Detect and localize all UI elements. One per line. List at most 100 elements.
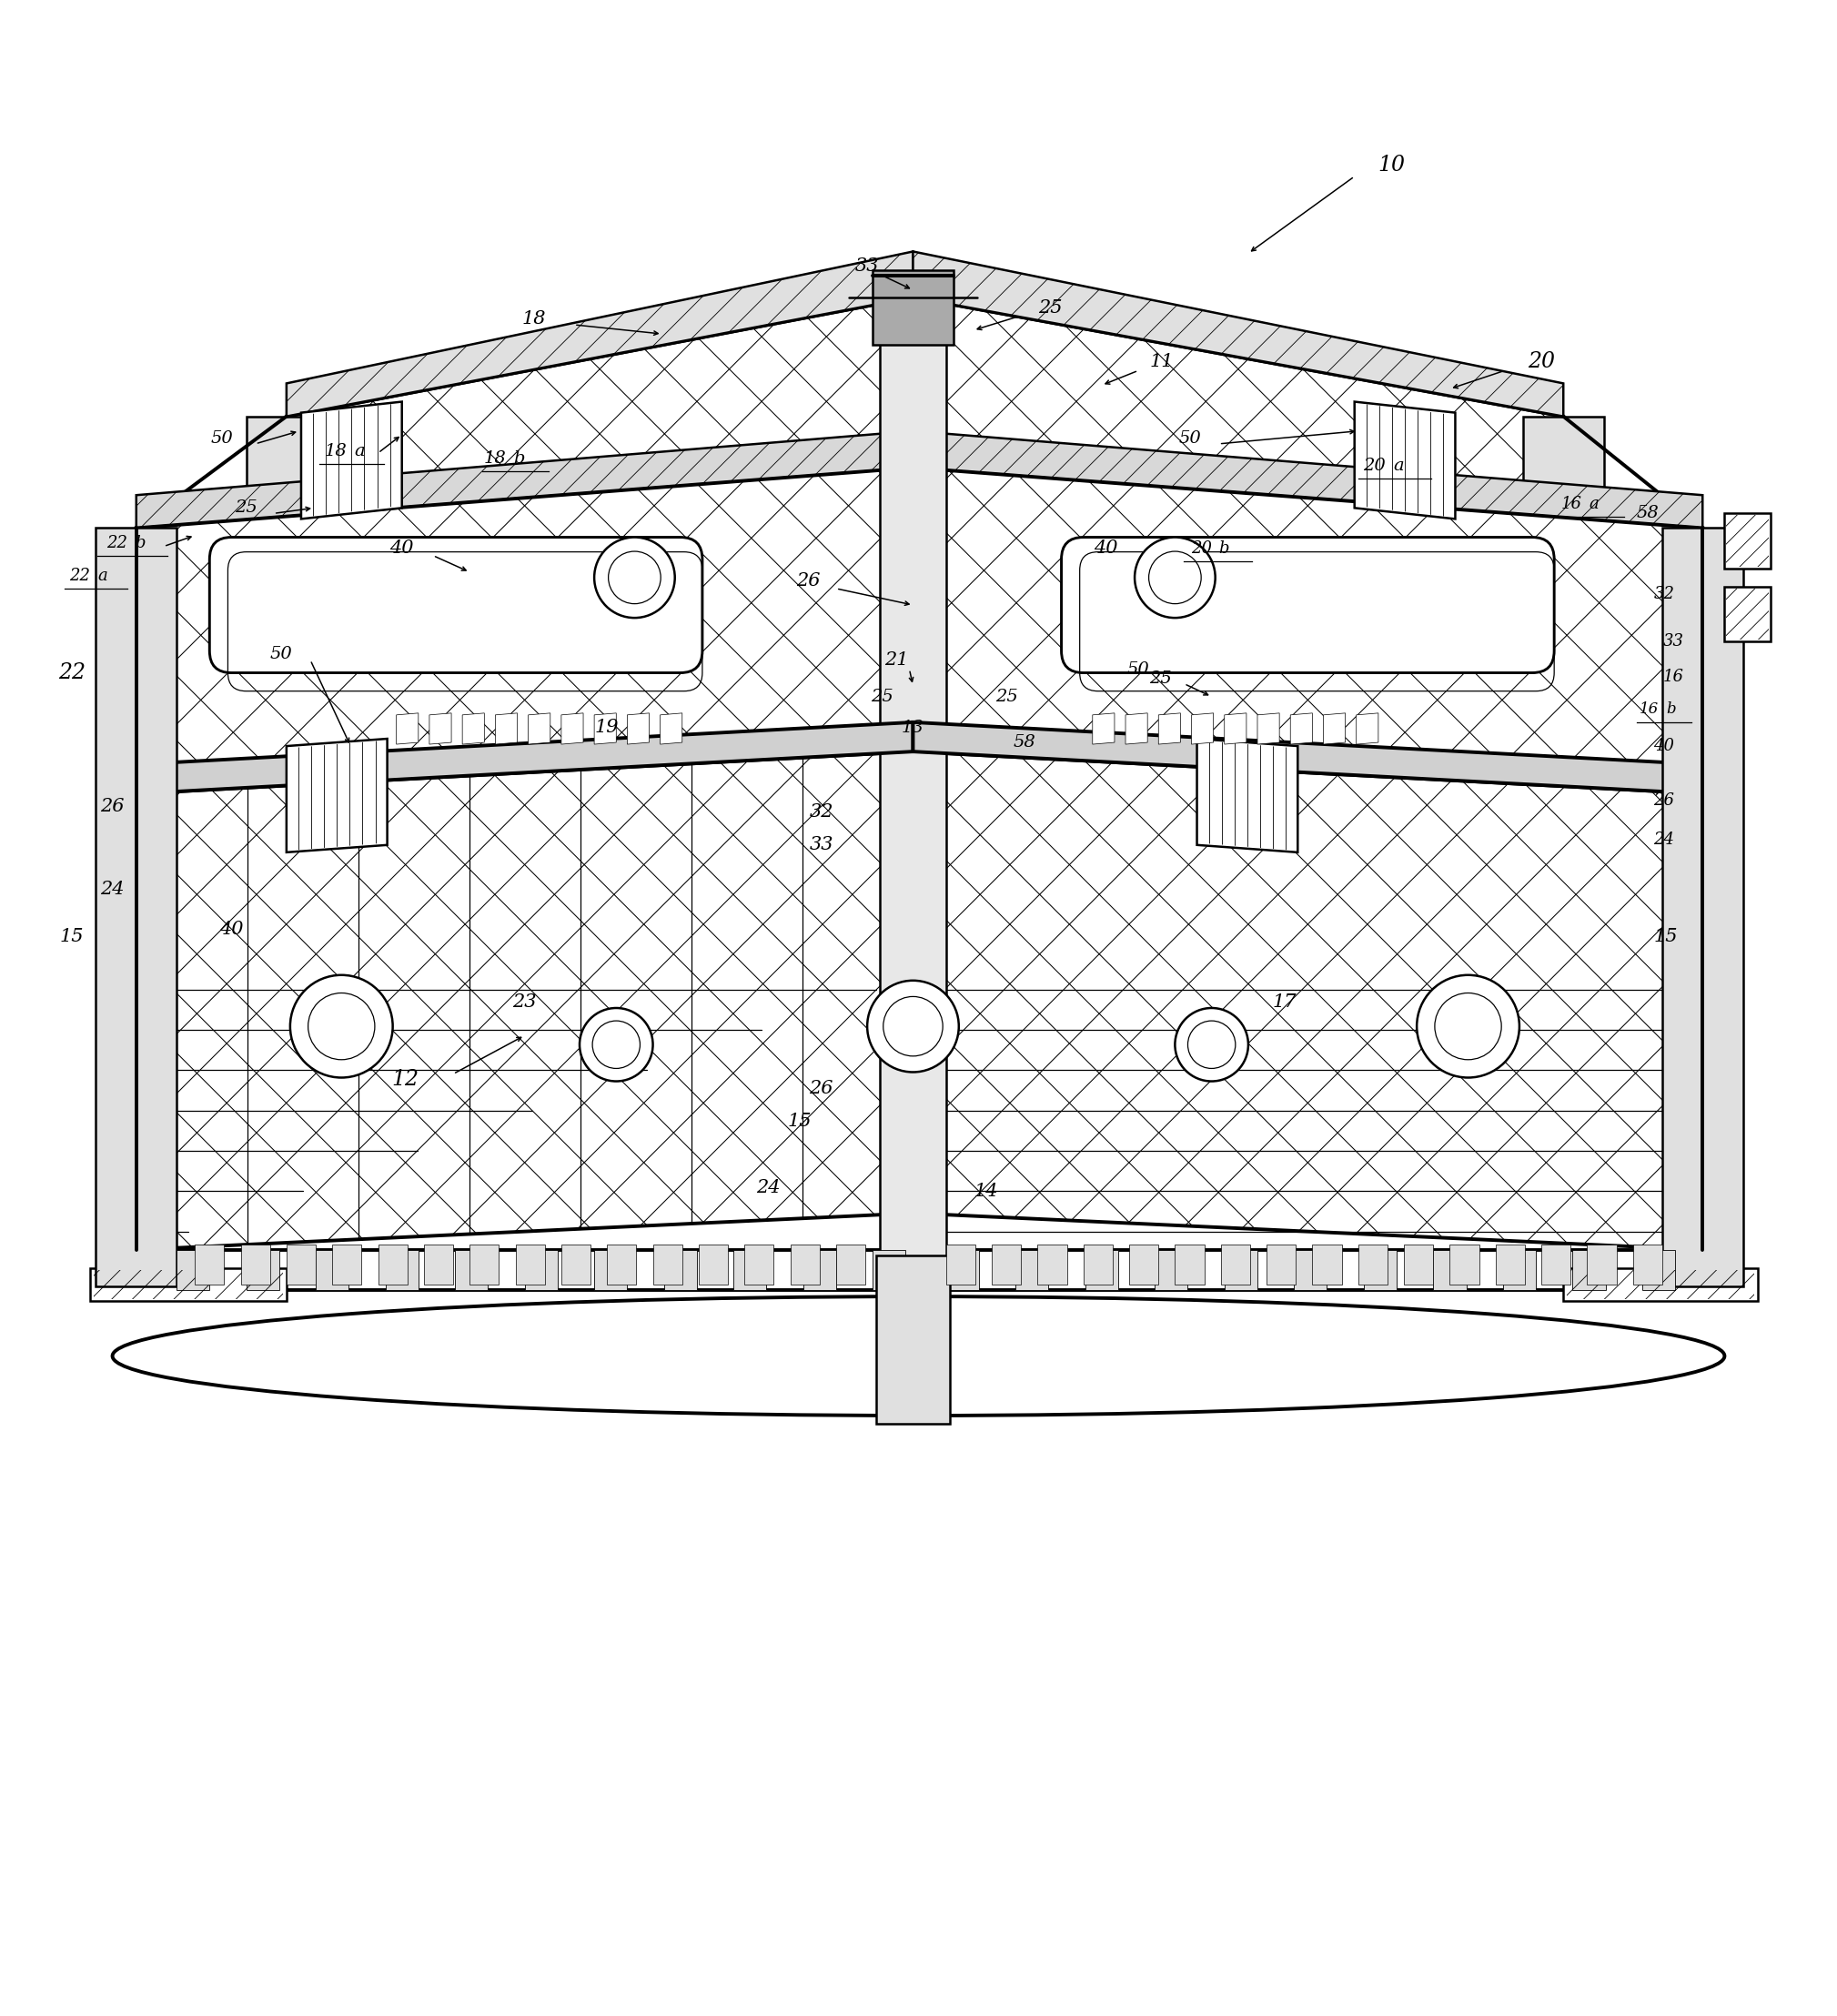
Polygon shape [1587,1244,1617,1284]
Text: 26: 26 [1653,792,1675,808]
Polygon shape [652,1244,682,1284]
Text: 32: 32 [810,802,834,821]
Polygon shape [1155,1250,1189,1290]
Polygon shape [90,1268,287,1300]
Text: 50: 50 [1128,661,1150,677]
Polygon shape [1523,417,1604,833]
Circle shape [1148,550,1201,603]
Text: 18: 18 [325,444,347,460]
Polygon shape [1356,714,1378,744]
Polygon shape [1225,1250,1257,1290]
Polygon shape [301,401,402,518]
Polygon shape [913,722,1563,788]
Polygon shape [1433,1250,1466,1290]
Polygon shape [241,1244,270,1284]
Polygon shape [1159,714,1181,744]
Polygon shape [287,1244,316,1284]
Text: 22: 22 [107,534,127,550]
Text: 33: 33 [810,837,834,853]
Polygon shape [1642,1250,1675,1290]
Polygon shape [287,296,913,788]
Polygon shape [913,296,1563,788]
Text: 13: 13 [902,720,924,736]
Polygon shape [1192,714,1214,744]
Polygon shape [496,714,518,744]
Polygon shape [626,714,648,744]
Polygon shape [1225,714,1247,744]
Circle shape [608,550,661,603]
Text: 24: 24 [1653,831,1675,847]
Text: 26: 26 [810,1081,834,1097]
Polygon shape [659,714,682,744]
Text: 40: 40 [1653,738,1675,754]
Polygon shape [136,1250,1703,1290]
Text: 18: 18 [522,310,546,329]
Text: 25: 25 [235,500,257,516]
Polygon shape [744,1244,773,1284]
Text: 26: 26 [101,798,125,814]
Text: 23: 23 [513,994,536,1012]
Circle shape [1176,1008,1249,1081]
Polygon shape [1358,1244,1387,1284]
Polygon shape [246,1250,279,1290]
Polygon shape [1323,714,1345,744]
Text: 50: 50 [1178,429,1201,446]
Text: 40: 40 [389,540,413,556]
Circle shape [1135,536,1216,617]
Polygon shape [562,714,584,744]
Circle shape [290,976,393,1079]
Polygon shape [1541,1244,1571,1284]
Polygon shape [913,722,1703,794]
Polygon shape [1176,1244,1205,1284]
Polygon shape [1093,714,1115,744]
Polygon shape [1449,1244,1479,1284]
Polygon shape [1290,714,1312,744]
Text: 17: 17 [1273,994,1297,1012]
Circle shape [1189,1020,1236,1068]
Text: b: b [1220,540,1229,556]
Polygon shape [663,1250,696,1290]
Polygon shape [790,1244,819,1284]
Polygon shape [992,1244,1021,1284]
Polygon shape [1662,528,1743,1286]
Text: b: b [514,450,525,466]
Text: a: a [1392,458,1403,474]
Text: 18: 18 [483,450,507,466]
Polygon shape [913,468,1703,794]
Polygon shape [525,1250,558,1290]
Text: 21: 21 [884,651,909,669]
Polygon shape [593,1250,626,1290]
Polygon shape [873,270,953,345]
Text: 40: 40 [1093,540,1117,556]
Polygon shape [1016,1250,1049,1290]
Polygon shape [880,335,946,1300]
Text: 24: 24 [101,881,125,897]
Text: 20: 20 [1363,458,1385,474]
Polygon shape [529,714,551,744]
Circle shape [1435,994,1501,1060]
Polygon shape [96,528,176,1286]
Polygon shape [606,1244,636,1284]
Text: 16: 16 [1561,496,1582,512]
Text: 15: 15 [61,927,85,946]
Circle shape [1416,976,1519,1079]
Polygon shape [1354,401,1455,518]
Text: 25: 25 [996,687,1018,706]
Text: 11: 11 [1150,353,1174,371]
Text: 25: 25 [1038,300,1062,317]
Polygon shape [287,738,388,853]
Text: 10: 10 [1378,155,1405,175]
Text: 16: 16 [1639,702,1659,718]
Polygon shape [1266,1244,1295,1284]
Circle shape [884,996,942,1056]
Text: 40: 40 [219,921,244,937]
Text: b: b [134,534,145,550]
Text: a: a [97,569,108,585]
Ellipse shape [112,1296,1725,1415]
Polygon shape [378,1244,408,1284]
Polygon shape [876,1256,950,1423]
Text: a: a [1589,496,1598,512]
Polygon shape [803,1250,836,1290]
Polygon shape [136,431,913,528]
Polygon shape [136,468,913,794]
